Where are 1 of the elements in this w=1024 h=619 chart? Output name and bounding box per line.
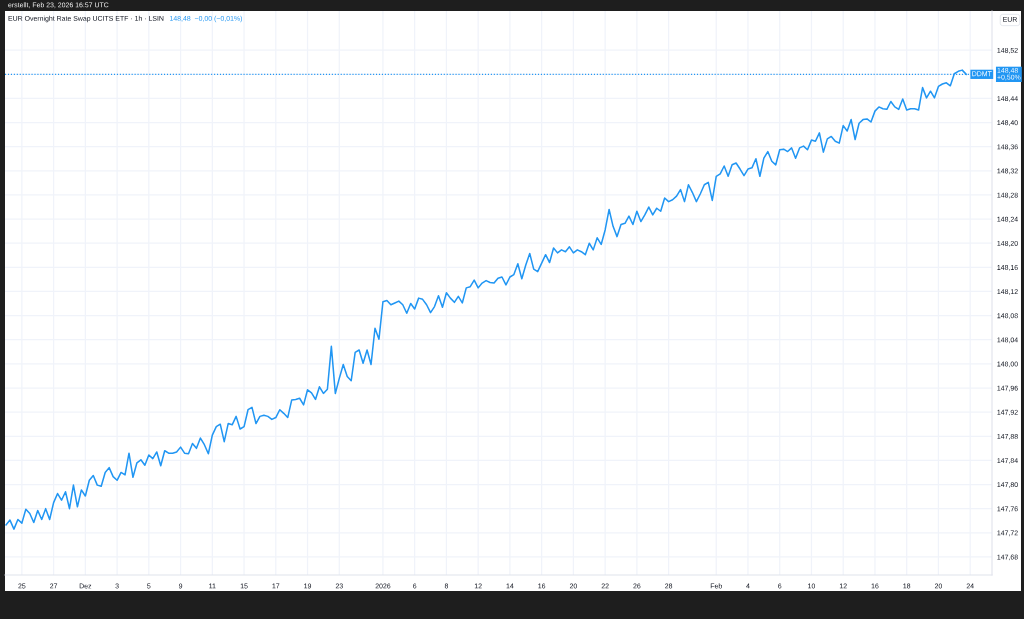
line-series: [5, 69, 967, 530]
